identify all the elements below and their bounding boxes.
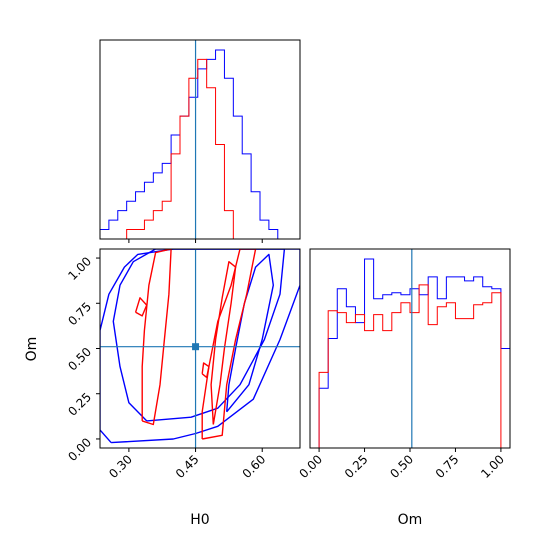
y-axis-label-om: Om — [24, 337, 40, 362]
contour-red-5 — [210, 261, 237, 425]
contour-red-3 — [141, 249, 172, 426]
panel-contour-frame — [99, 248, 301, 449]
y-tick-label-om: 0.25 — [65, 390, 94, 419]
x-tick-label-om: 1.00 — [478, 452, 507, 481]
panel-hist-h0 — [99, 39, 301, 243]
contour-blue-1 — [112, 249, 286, 422]
y-tick-label-om: 0.00 — [65, 435, 94, 464]
hist-om-blue-series — [310, 258, 511, 449]
panel-hist-om-frame — [309, 248, 511, 449]
contour-red-6 — [134, 297, 148, 317]
x-axis-label-h0: H0 — [190, 512, 209, 528]
y-tick-label-om: 0.50 — [65, 345, 94, 374]
hist-om-red-series — [310, 284, 510, 449]
y-tick-label-om: 1.00 — [65, 254, 94, 283]
x-tick-label-h0: 0.45 — [173, 452, 202, 481]
hist-h0-red-series — [100, 58, 278, 240]
x-axis-label-om: Om — [398, 512, 423, 528]
panel-hist-h0-frame — [99, 39, 301, 240]
x-tick-label-h0: 0.60 — [240, 452, 269, 481]
y-tick-label-om: 0.75 — [65, 299, 94, 328]
x-tick-label-om: 0.25 — [342, 452, 371, 481]
contour-blue-0 — [100, 249, 300, 444]
x-tick-label-h0: 0.30 — [106, 452, 135, 481]
truth-marker — [192, 343, 200, 351]
panel-contour-h0-om: 0.30 0.45 0.60 0.00 0.25 0.50 0.75 1.00 — [65, 248, 301, 481]
x-tick-label-om: 0.50 — [387, 452, 416, 481]
x-tick-label-om: 0.75 — [433, 452, 462, 481]
contour-blue-2 — [226, 253, 274, 413]
x-tick-label-om: 0.00 — [296, 452, 325, 481]
panel-hist-om: 0.00 0.25 0.50 0.75 1.00 — [296, 248, 511, 481]
contour-red-7 — [201, 362, 210, 379]
